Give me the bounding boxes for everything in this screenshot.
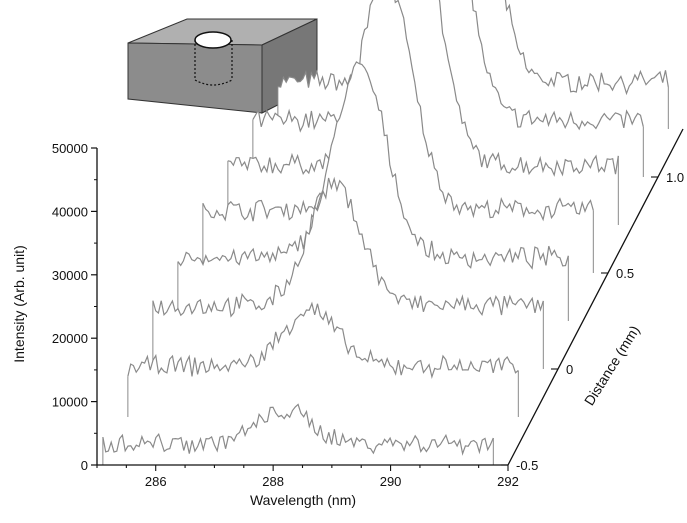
y-tick-label: 40000 xyxy=(52,204,88,219)
spectrum-trace xyxy=(252,0,644,133)
spectrum-trace xyxy=(127,301,519,380)
chart-axes: 0 10000 20000 30000 40000 50000 286 288 290 292-0… xyxy=(52,128,684,489)
y-axis-title: Intensity (Arb. unit) xyxy=(11,245,27,363)
spectrum-trace xyxy=(102,403,494,456)
trace-group xyxy=(152,176,544,369)
trace-mask xyxy=(127,303,519,417)
spectrum-trace xyxy=(202,0,594,222)
z-tick-label: -0.5 xyxy=(516,458,538,473)
y-tick-label: 50000 xyxy=(52,141,88,156)
x-tick-label: 292 xyxy=(497,474,519,489)
y-tick-label: 0 xyxy=(81,458,88,473)
trace-mask xyxy=(202,0,594,273)
x-tick-label: 290 xyxy=(380,474,402,489)
trace-mask xyxy=(152,178,544,369)
spectrum-traces xyxy=(102,0,669,465)
inset-block-diagram xyxy=(127,18,318,114)
spectrum-trace xyxy=(152,176,544,318)
z-axis-line xyxy=(507,128,684,466)
x-tick-label: 286 xyxy=(145,474,167,489)
x-axis-title: Wavelength (nm) xyxy=(250,492,356,508)
trace-group xyxy=(102,403,494,465)
trace-mask xyxy=(102,404,494,465)
trace-group xyxy=(202,0,594,273)
trace-group xyxy=(127,301,519,417)
x-tick-label: 288 xyxy=(262,474,284,489)
z-tick-label: 1.0 xyxy=(666,170,684,185)
y-tick-label: 20000 xyxy=(52,331,88,346)
spectrum-trace xyxy=(177,61,569,270)
y-tick-label: 30000 xyxy=(52,268,88,283)
trace-group xyxy=(227,0,619,225)
trace-mask xyxy=(177,62,569,321)
spectrum-trace xyxy=(227,0,619,177)
y-tick-label: 10000 xyxy=(52,395,88,410)
spectrum-trace xyxy=(277,0,669,96)
z-tick-label: 0.5 xyxy=(616,266,634,281)
z-tick-label: 0 xyxy=(566,362,573,377)
trace-mask xyxy=(227,0,619,225)
z-axis-title: Distance (mm) xyxy=(581,323,643,409)
hole-opening xyxy=(194,31,232,49)
